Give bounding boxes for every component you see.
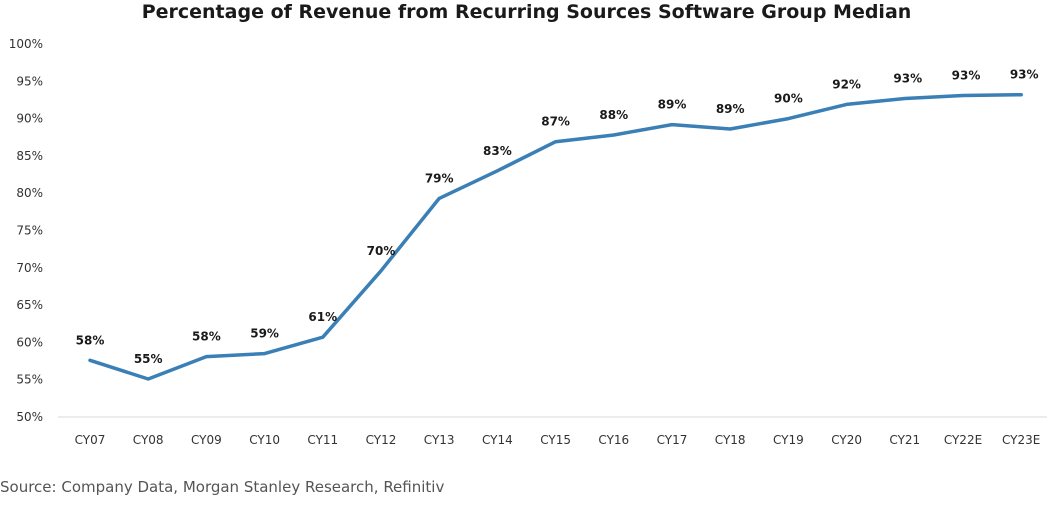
data-label: 93%: [1010, 68, 1039, 82]
data-label: 93%: [893, 71, 922, 85]
x-axis-ticks: CY07 CY08 CY09 CY10 CY11 CY12 CY13 CY14 CY15 CY16…: [75, 433, 1041, 447]
data-label: 55%: [134, 352, 163, 366]
x-tick-label: CY19: [773, 433, 804, 447]
data-label: 83%: [483, 144, 512, 158]
x-tick-label: CY17: [657, 433, 688, 447]
y-axis-ticks: 50% 55% 60% 65% 70% 75% 80% 85% 90% 95% 100%: [9, 37, 43, 424]
y-tick-label: 95%: [16, 74, 43, 88]
source-note: Source: Company Data, Morgan Stanley Res…: [0, 478, 445, 496]
x-tick-label: CY23E: [1002, 433, 1040, 447]
x-tick-label: CY14: [482, 433, 513, 447]
y-tick-label: 100%: [9, 37, 43, 51]
x-tick-label: CY12: [366, 433, 397, 447]
x-tick-label: CY18: [715, 433, 746, 447]
x-tick-label: CY16: [598, 433, 629, 447]
data-label: 58%: [192, 330, 221, 344]
data-label: 58%: [76, 333, 105, 347]
x-tick-label: CY09: [191, 433, 222, 447]
data-label: 88%: [599, 108, 628, 122]
x-tick-label: CY13: [424, 433, 455, 447]
y-tick-label: 65%: [16, 298, 43, 312]
y-tick-label: 60%: [16, 335, 43, 349]
data-label: 92%: [832, 77, 861, 91]
y-tick-label: 85%: [16, 149, 43, 163]
data-label: 70%: [367, 244, 396, 258]
x-tick-label: CY15: [540, 433, 571, 447]
data-label: 93%: [952, 68, 981, 82]
y-tick-label: 90%: [16, 112, 43, 126]
data-label: 61%: [308, 310, 337, 324]
data-label: 89%: [716, 102, 745, 116]
data-label: 89%: [658, 98, 687, 112]
y-tick-label: 50%: [16, 410, 43, 424]
x-tick-label: CY07: [75, 433, 106, 447]
chart-title: Percentage of Revenue from Recurring Sou…: [141, 1, 912, 23]
series-line: [88, 92, 1023, 381]
data-label: 79%: [425, 171, 454, 185]
y-tick-label: 70%: [16, 261, 43, 275]
x-tick-label: CY08: [133, 433, 164, 447]
y-tick-label: 80%: [16, 186, 43, 200]
x-tick-label: CY21: [889, 433, 920, 447]
y-tick-label: 75%: [16, 224, 43, 238]
data-labels: 58% 55% 58% 59% 61% 70% 79% 83% 87% 88% 89% 89% 90% 9…: [76, 68, 1039, 366]
x-tick-label: CY20: [831, 433, 862, 447]
x-tick-label: CY11: [307, 433, 338, 447]
x-tick-label: CY10: [249, 433, 280, 447]
data-label: 90%: [774, 92, 803, 106]
data-label: 59%: [250, 327, 279, 341]
line-chart: 50%55%60%65%70%75%80%85%90%95%100% CY07 C…: [9, 37, 1047, 447]
data-label: 87%: [541, 115, 570, 129]
y-tick-label: 55%: [16, 373, 43, 387]
x-tick-label: CY22E: [944, 433, 982, 447]
